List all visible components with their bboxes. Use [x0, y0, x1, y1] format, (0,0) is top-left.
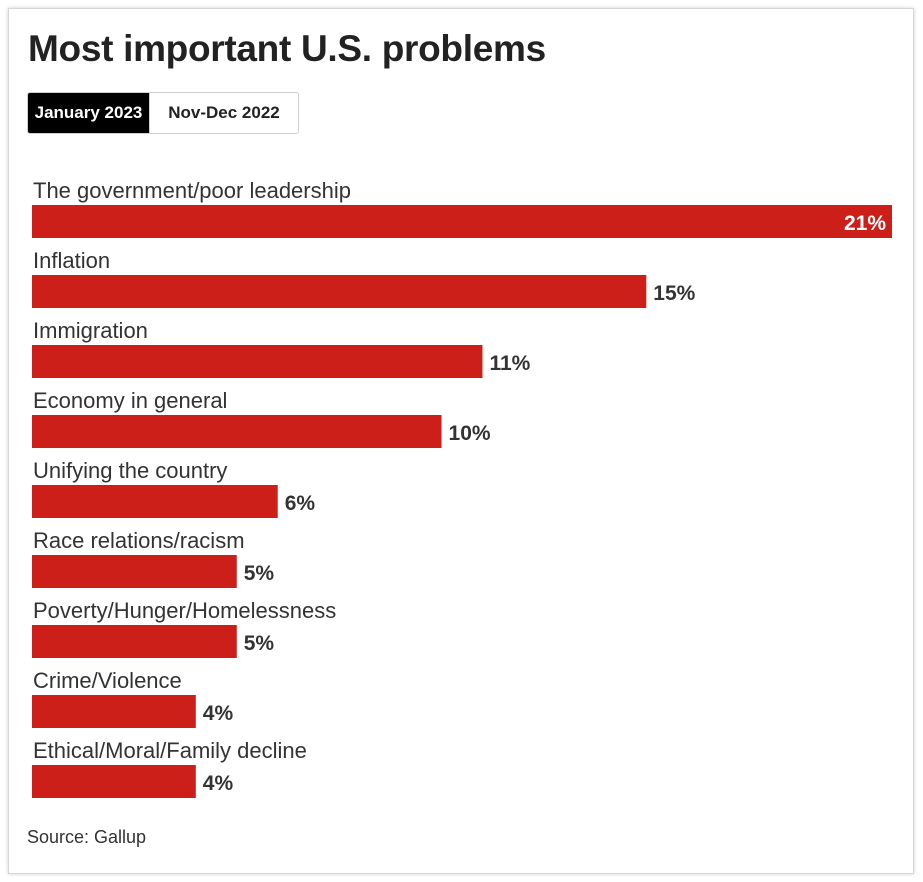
value-label: 4% [203, 702, 234, 725]
tab-january-2023[interactable]: January 2023 [28, 93, 149, 133]
bar-chart: The government/poor leadership 21% Inflati… [32, 178, 892, 798]
category-label: The government/poor leadership [33, 178, 351, 203]
bar [32, 275, 647, 308]
bar [32, 485, 278, 518]
value-label: 11% [489, 352, 530, 375]
value-label: 4% [203, 772, 234, 795]
category-label: Ethical/Moral/Family decline [33, 738, 307, 763]
bar [32, 415, 442, 448]
bar [32, 625, 237, 658]
bar [32, 555, 237, 588]
category-label: Unifying the country [33, 458, 227, 483]
chart-card: Most important U.S. problems January 202… [8, 8, 914, 874]
bar [32, 205, 892, 238]
bar [32, 345, 483, 378]
value-label: 21% [844, 212, 886, 235]
category-label: Poverty/Hunger/Homelessness [33, 598, 336, 623]
page-title: Most important U.S. problems [28, 28, 546, 69]
bar [32, 765, 196, 798]
value-label: 5% [244, 562, 275, 585]
category-label: Immigration [33, 318, 148, 343]
value-label: 6% [285, 492, 316, 515]
tab-nov-dec-2022[interactable]: Nov-Dec 2022 [149, 93, 298, 133]
category-label: Race relations/racism [33, 528, 245, 553]
category-label: Crime/Violence [33, 668, 182, 693]
source-note: Source: Gallup [27, 827, 147, 847]
value-label: 5% [244, 632, 275, 655]
bar [32, 695, 196, 728]
category-label: Economy in general [33, 388, 227, 413]
value-label: 15% [653, 282, 695, 305]
value-label: 10% [449, 422, 491, 445]
period-tabs: January 2023 Nov-Dec 2022 [27, 92, 299, 134]
category-label: Inflation [33, 248, 110, 273]
